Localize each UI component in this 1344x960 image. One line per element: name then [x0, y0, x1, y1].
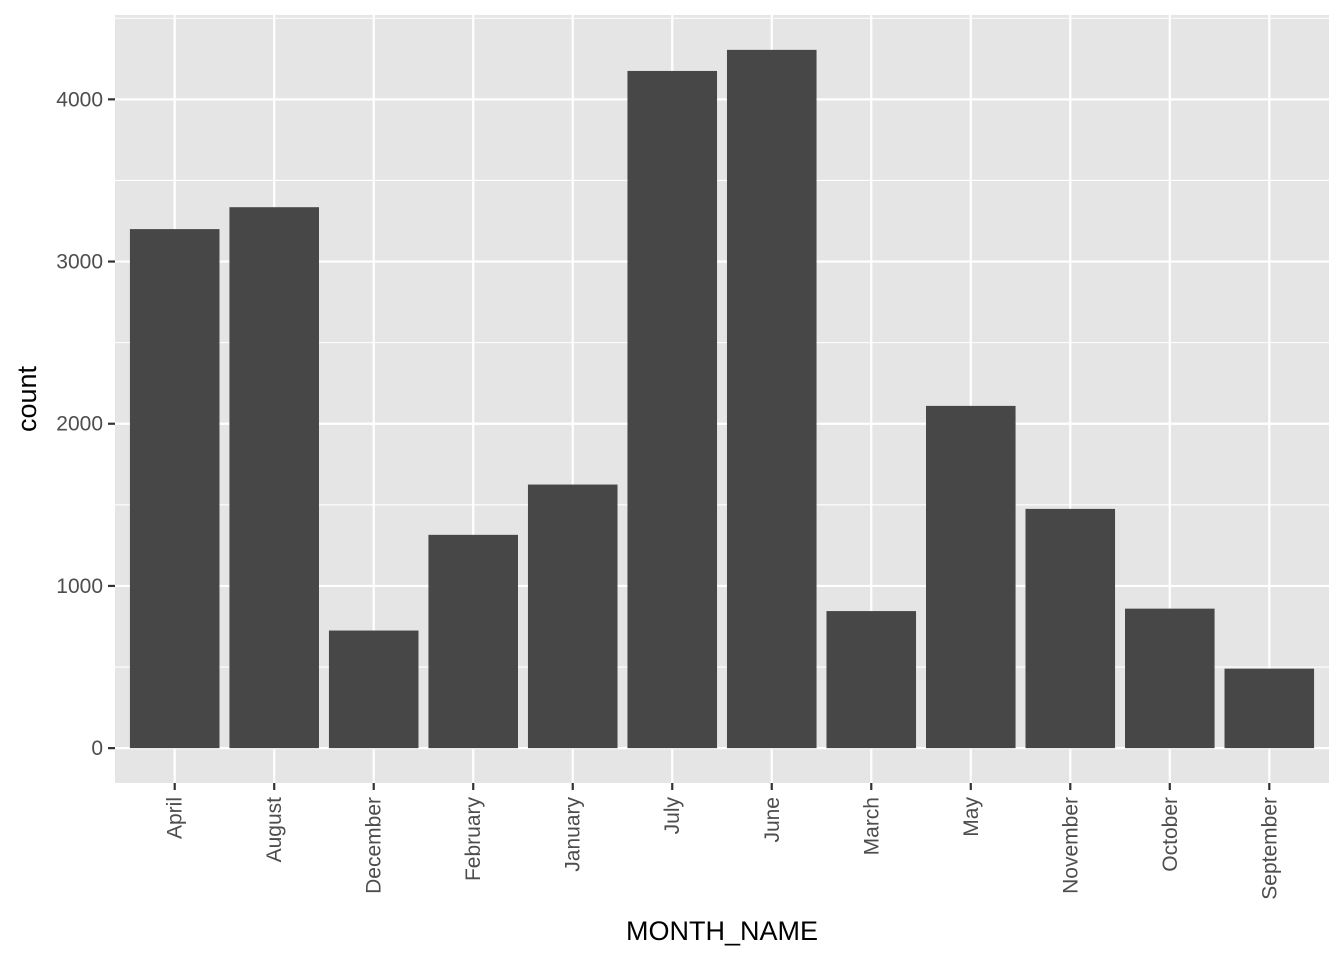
y-tick-label: 2000	[56, 413, 103, 436]
y-tick-label: 3000	[56, 251, 103, 274]
y-axis-title: count	[12, 365, 42, 432]
x-tick-label: February	[462, 797, 485, 882]
y-axis: 0 1000 2000 3000 4000	[56, 88, 115, 760]
bar-november	[1025, 508, 1116, 749]
x-tick-label: October	[1159, 797, 1182, 872]
x-tick-label: June	[761, 797, 784, 843]
bar-december	[328, 630, 419, 749]
bar-may	[925, 405, 1016, 749]
y-tick-label: 1000	[56, 575, 103, 598]
bars	[129, 49, 1315, 749]
bar-march	[826, 611, 917, 749]
y-tick-label: 0	[91, 737, 103, 760]
bar-october	[1125, 608, 1215, 749]
bar-february	[428, 534, 519, 749]
x-tick-label: July	[661, 797, 684, 835]
x-tick-label: November	[1059, 797, 1082, 894]
bar-september	[1224, 668, 1315, 749]
x-axis: April August December February January July Ju…	[164, 783, 1281, 900]
bar-august	[229, 207, 319, 749]
x-tick-label: September	[1258, 797, 1281, 900]
bar-april	[129, 229, 220, 749]
bar-june	[726, 49, 817, 749]
x-tick-label: December	[363, 797, 386, 894]
y-tick-label: 4000	[56, 88, 103, 111]
bar-january	[527, 484, 618, 749]
x-axis-title: MONTH_NAME	[626, 916, 818, 946]
x-tick-label: August	[263, 797, 286, 863]
bar-july	[627, 70, 718, 749]
x-tick-label: January	[562, 797, 585, 872]
x-tick-label: May	[960, 797, 983, 837]
x-tick-label: March	[860, 797, 883, 855]
x-tick-label: April	[164, 797, 187, 839]
